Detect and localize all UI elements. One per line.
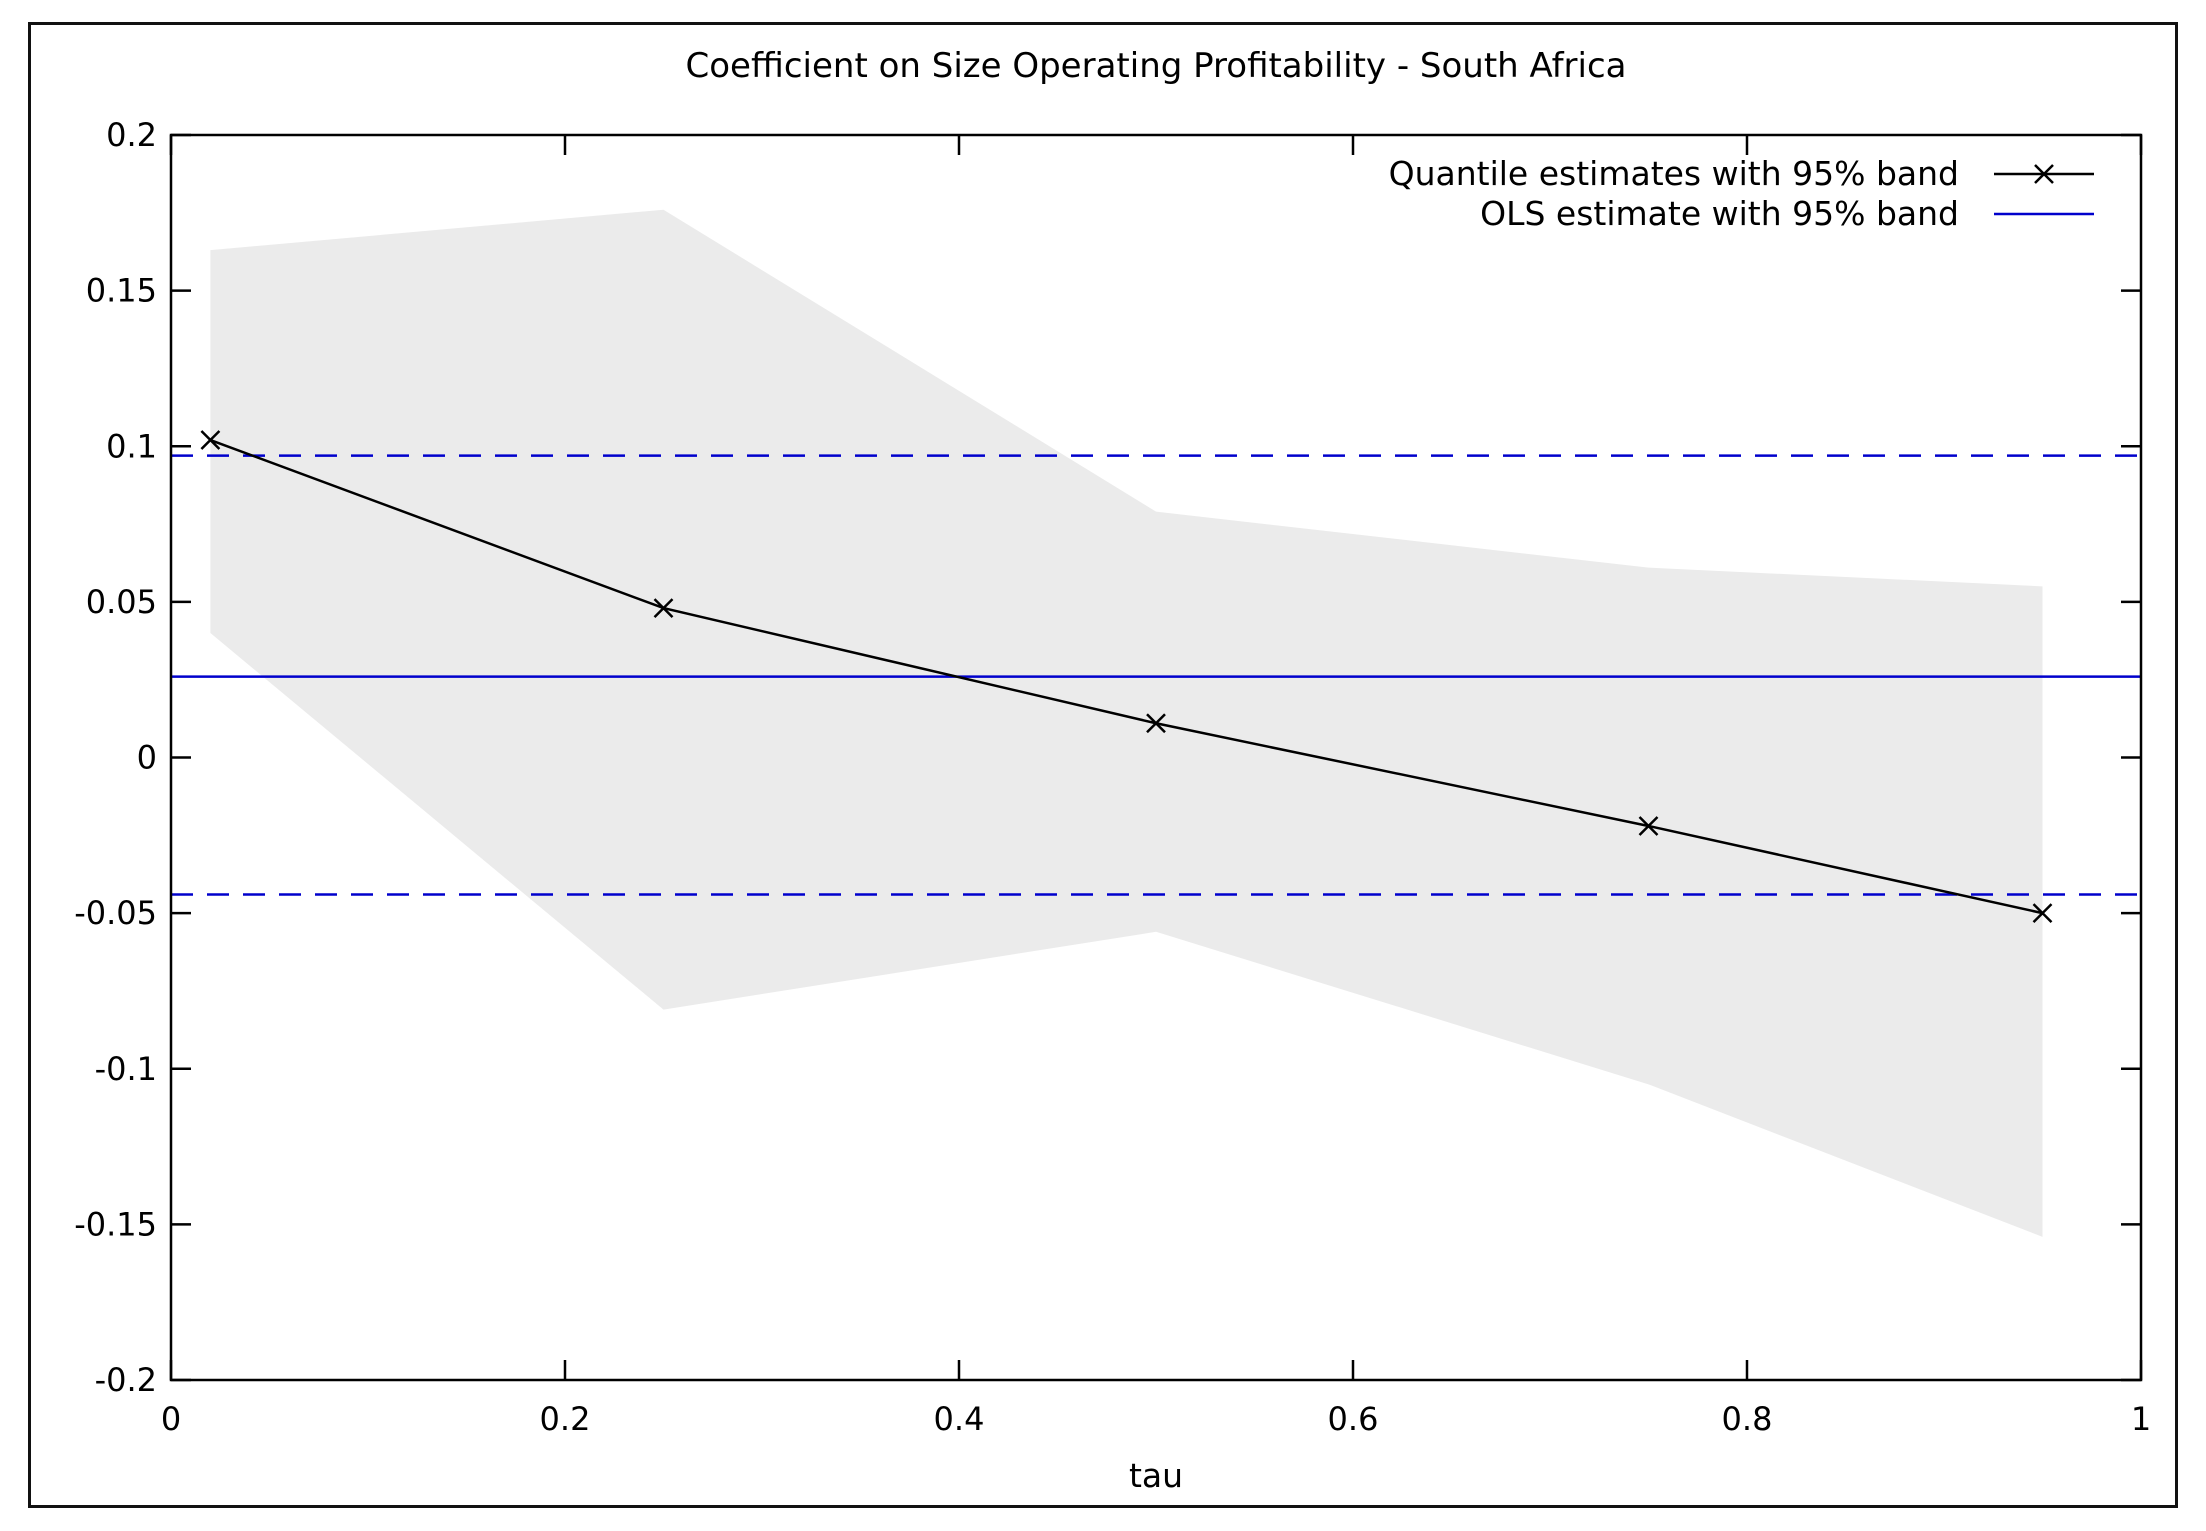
x-tick-label: 0.8 bbox=[1722, 1400, 1773, 1438]
x-tick-label: 0 bbox=[161, 1400, 181, 1438]
legend-label-ols: OLS estimate with 95% band bbox=[1480, 194, 1959, 233]
y-tick-label: 0 bbox=[137, 739, 157, 777]
legend-marker-quantile bbox=[2034, 164, 2054, 184]
quantile-point-marker bbox=[1638, 816, 1659, 836]
y-tick-label: 0.2 bbox=[106, 116, 157, 154]
chart-frame: 0.2 0.15 0.1 0.05 0 -0.05 -0.1 -0.15 -0.2 0 0.2 0.4… bbox=[28, 22, 2178, 1508]
series-layer bbox=[200, 430, 2053, 924]
y-tick-label: -0.2 bbox=[95, 1361, 157, 1399]
x-axis-label: tau bbox=[1129, 1456, 1183, 1495]
quantile-point-marker bbox=[1146, 713, 1166, 734]
y-tick-label: 0.05 bbox=[86, 583, 157, 621]
quantile-point-marker bbox=[200, 430, 221, 450]
chart-title: Coefficient on Size Operating Profitabil… bbox=[686, 46, 1627, 86]
axis-layer: 0.20.150.10.050-0.05-0.1-0.15-0.20 0.2 0.4… bbox=[74, 116, 2151, 1438]
y-tick-label: -0.15 bbox=[74, 1205, 157, 1243]
y-tick-label: -0.05 bbox=[74, 894, 157, 932]
quantile-point-marker bbox=[2032, 903, 2053, 924]
quantile-confidence-band bbox=[210, 209, 2043, 1237]
chart-svg: 0.20.150.10.050-0.05-0.1-0.15-0.20 0.2 0.4… bbox=[74, 46, 2151, 1495]
x-tick-label: 0.4 bbox=[934, 1400, 985, 1438]
x-tick-label: 1 bbox=[2131, 1400, 2151, 1438]
legend-label-quantile: Quantile estimates with 95% band bbox=[1389, 154, 1959, 193]
y-tick-label: -0.1 bbox=[95, 1050, 157, 1088]
x-tick-label: 0.2 bbox=[540, 1400, 591, 1438]
band-layer bbox=[210, 209, 2043, 1237]
y-tick-label: 0.1 bbox=[106, 427, 157, 465]
quantile-point-marker bbox=[653, 598, 674, 618]
y-tick-label: 0.15 bbox=[86, 272, 157, 310]
ols-layer bbox=[171, 454, 2141, 896]
x-tick-label: 0.6 bbox=[1328, 1400, 1379, 1438]
